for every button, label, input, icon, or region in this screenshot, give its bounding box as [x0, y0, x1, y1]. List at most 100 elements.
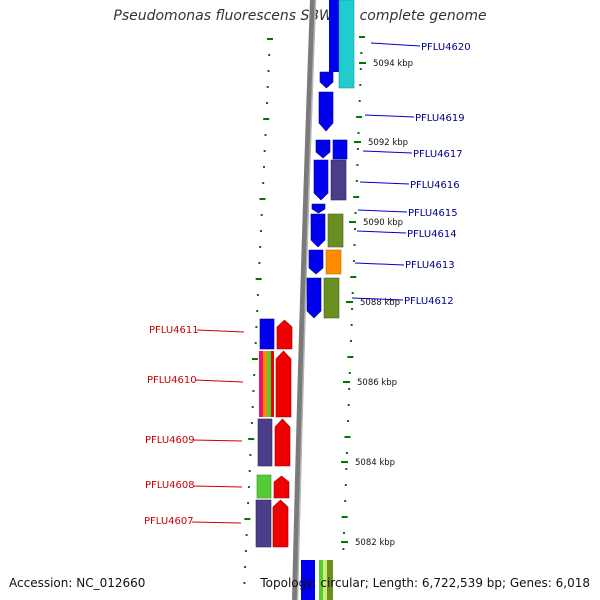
tick-label: 5084 kbp: [355, 458, 395, 468]
tick-mark: [266, 102, 268, 104]
label-leader: [359, 181, 410, 185]
gene-label-PFLU4616[interactable]: PFLU4616: [410, 180, 460, 191]
cds-PFLU4611[interactable]: [259, 318, 275, 350]
tick-mark: [249, 454, 252, 456]
tick-mark: [263, 118, 270, 120]
label-leader: [370, 42, 421, 47]
label-leader: [191, 521, 242, 524]
gene-label-PFLU4608[interactable]: PFLU4608: [145, 480, 195, 491]
feature-lime-partial-bottom[interactable]: [323, 560, 327, 600]
feature-purple-PFLU4607[interactable]: [255, 499, 272, 548]
feature-orange-PFLU4610[interactable]: [263, 351, 267, 417]
major-tick: [341, 541, 348, 543]
gene-arrow-PFLU4609[interactable]: [274, 418, 291, 467]
tick-mark: [255, 326, 258, 328]
tick-mark: [256, 294, 259, 296]
gene-arrow-PFLU4617[interactable]: [315, 139, 331, 159]
gene-arrow-PFLU4608[interactable]: [273, 475, 290, 499]
cds-PFLU4620[interactable]: [329, 0, 341, 72]
feature-magenta-PFLU4610[interactable]: [259, 351, 263, 417]
tick-mark: [351, 292, 354, 294]
gene-label-PFLU4613[interactable]: PFLU4613: [405, 260, 455, 271]
feature-green-PFLU4608[interactable]: [256, 474, 272, 499]
tick-mark: [244, 518, 251, 520]
gene-label-PFLU4612[interactable]: PFLU4612: [404, 296, 454, 307]
tick-label: 5092 kbp: [368, 138, 408, 148]
gene-arrow-PFLU4619[interactable]: [318, 91, 334, 132]
tick-mark: [354, 212, 357, 214]
tick-mark: [356, 148, 359, 150]
tick-mark: [356, 116, 363, 118]
feature-purple-PFLU4616[interactable]: [330, 159, 347, 201]
gene-label-PFLU4620[interactable]: PFLU4620: [421, 42, 471, 53]
tick-mark: [342, 548, 345, 550]
gene-label-PFLU4617[interactable]: PFLU4617: [413, 149, 463, 160]
tick-mark: [353, 196, 360, 198]
tick-label: 5094 kbp: [373, 59, 413, 69]
tick-mark: [357, 132, 360, 134]
gene-arrow-PFLU4611[interactable]: [276, 319, 293, 350]
tick-mark: [352, 260, 355, 262]
gene-arrow-PFLU4620[interactable]: [319, 71, 334, 89]
gene-label-PFLU4614[interactable]: PFLU4614: [407, 229, 457, 240]
tick-mark: [344, 436, 351, 438]
tick-mark: [350, 340, 352, 342]
tick-mark: [359, 84, 362, 86]
tick-mark: [348, 388, 351, 390]
tick-mark: [347, 420, 350, 422]
tick-mark: [252, 390, 255, 392]
tick-mark: [344, 484, 347, 486]
scale-ticks: [341, 62, 366, 543]
gene-arrow-PFLU4615[interactable]: [311, 203, 326, 214]
genome-title: Pseudomonas fluorescens SBW25, complete …: [113, 8, 487, 24]
feature-orange-PFLU4613[interactable]: [325, 249, 342, 275]
gene-arrow-PFLU4613[interactable]: [308, 249, 324, 275]
gene-label-PFLU4609[interactable]: PFLU4609: [145, 435, 195, 446]
label-leader: [194, 379, 244, 383]
topology-text: Topology: circular; Length: 6,722,539 bp…: [260, 576, 590, 590]
gene-arrow-PFLU4610[interactable]: [275, 350, 292, 418]
cds-PFLU4617[interactable]: [332, 139, 348, 160]
major-tick: [341, 461, 348, 463]
feature-green-partial-bottom[interactable]: [319, 560, 323, 600]
tick-mark: [263, 150, 266, 152]
gene-label-PFLU4607[interactable]: PFLU4607: [144, 516, 194, 527]
feature-purple-PFLU4609[interactable]: [257, 418, 273, 467]
plus-strand-features: [306, 0, 355, 319]
feature-olive-PFLU4612[interactable]: [323, 277, 340, 319]
label-leader: [192, 485, 243, 488]
major-tick: [359, 62, 366, 64]
gene-arrow-PFLU4614[interactable]: [310, 213, 326, 248]
gene-arrow-PFLU4612[interactable]: [306, 277, 322, 319]
feature-olive-PFLU4614[interactable]: [327, 213, 344, 248]
tick-mark: [260, 230, 262, 232]
tick-mark: [243, 582, 246, 584]
tick-mark: [248, 470, 251, 472]
tick-label: 5088 kbp: [360, 298, 400, 308]
feature-green-PFLU4610[interactable]: [267, 351, 271, 417]
tick-mark: [254, 342, 257, 344]
tick-mark: [251, 358, 258, 360]
plus-gene-labels: PFLU4620 PFLU4619 PFLU4617 PFLU4616 PFLU…: [351, 42, 471, 307]
major-tick: [343, 381, 350, 383]
scale-labels: 5094 kbp 5092 kbp 5090 kbp 5088 kbp 5086…: [355, 59, 413, 548]
gene-label-PFLU4615[interactable]: PFLU4615: [408, 208, 458, 219]
label-leader: [364, 114, 415, 118]
gene-label-PFLU4611[interactable]: PFLU4611: [149, 325, 199, 336]
tick-mark: [256, 310, 259, 312]
feature-cyan-PFLU4620[interactable]: [338, 0, 355, 89]
feature-olive-partial-bottom[interactable]: [327, 560, 333, 600]
tick-mark: [344, 500, 347, 502]
tick-mark: [253, 374, 256, 376]
genome-backbone: [292, 0, 316, 600]
tick-mark: [359, 68, 362, 70]
feature-red-PFLU4610[interactable]: [271, 351, 274, 417]
gene-arrow-PFLU4616[interactable]: [313, 159, 329, 201]
major-tick: [349, 221, 356, 223]
tick-mark: [353, 244, 356, 246]
gene-label-PFLU4619[interactable]: PFLU4619: [415, 113, 465, 124]
gene-label-PFLU4610[interactable]: PFLU4610: [147, 375, 197, 386]
cds-partial-bottom[interactable]: [301, 560, 315, 600]
tick-mark: [345, 468, 348, 470]
gene-arrow-PFLU4607[interactable]: [272, 499, 289, 548]
